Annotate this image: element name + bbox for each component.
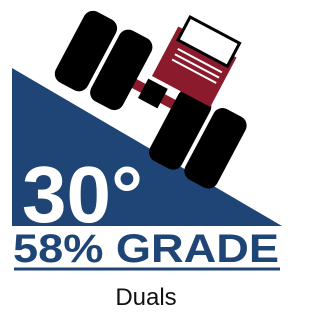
label-text: Duals	[115, 284, 176, 311]
grade-badge: 30° 58% GRADE Duals	[0, 0, 292, 312]
angle-text: 30°	[22, 150, 143, 239]
grade-text: 58% GRADE	[13, 227, 279, 271]
